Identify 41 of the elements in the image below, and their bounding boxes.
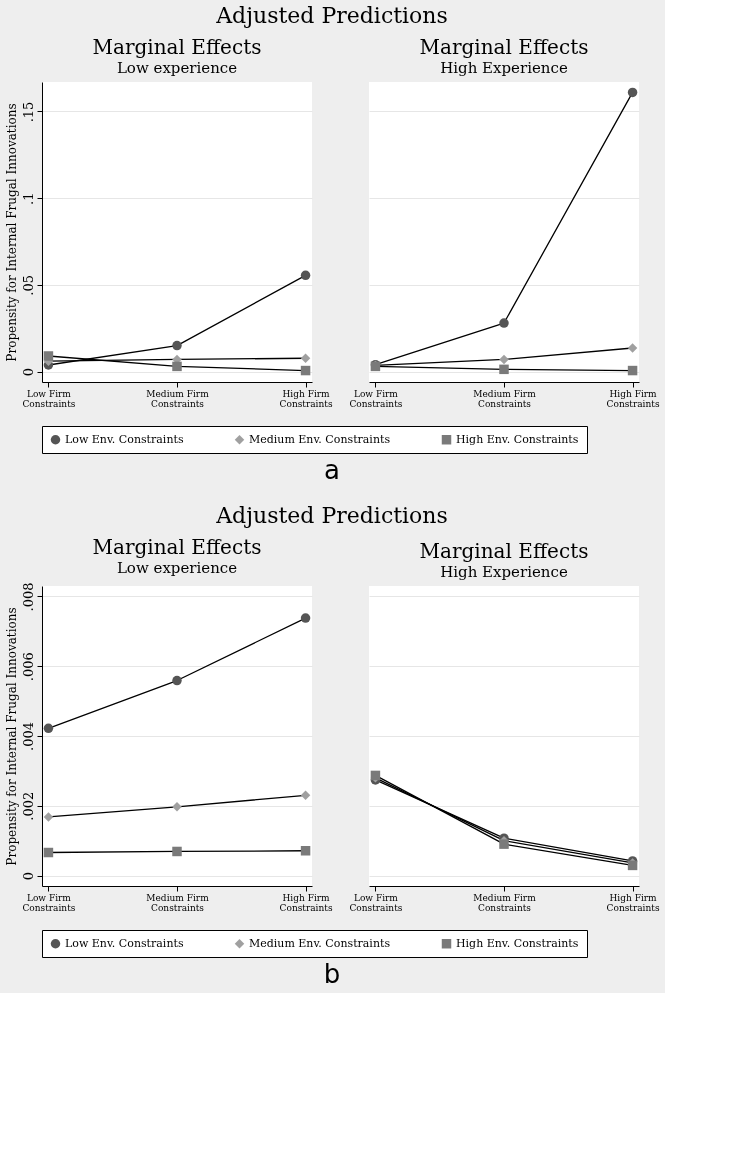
text: b — [323, 958, 341, 989]
y-axis-title: Propensity for Internal Frugal Innovations — [4, 607, 19, 866]
chart-title: Marginal Effects — [419, 539, 589, 563]
y-tick-label: .008 — [20, 582, 36, 612]
legend-label: High Env. Constraints — [456, 936, 579, 950]
x-tick-label: Low Firm Constraints — [349, 388, 403, 409]
y-tick-label: .002 — [20, 791, 36, 821]
y-tick-label: .006 — [20, 652, 36, 682]
chart-subtitle: High Experience — [440, 59, 568, 77]
x-tick-label: High Firm Constraints — [279, 388, 333, 409]
legend-label: Low Env. Constraints — [65, 432, 184, 446]
x-tick-label: High Firm Constraints — [279, 892, 333, 913]
chart-title: Marginal Effects — [92, 35, 262, 59]
x-tick-label: Medium Firm Constraints — [146, 388, 210, 409]
text: Adjusted Predictions — [215, 502, 448, 528]
x-tick-label: Low Firm Constraints — [349, 892, 403, 913]
legend-label: Medium Env. Constraints — [249, 936, 391, 950]
x-tick-label: Medium Firm Constraints — [473, 388, 537, 409]
y-tick-label: .1 — [20, 192, 36, 205]
x-tick-label: Low Firm Constraints — [22, 388, 76, 409]
y-tick-label: 0 — [20, 871, 36, 881]
legend-label: Low Env. Constraints — [65, 936, 184, 950]
x-tick-label: Medium Firm Constraints — [473, 892, 537, 913]
y-tick-label: 0 — [20, 367, 36, 377]
chart-subtitle: Low experience — [116, 59, 238, 77]
y-tick-label: .15 — [20, 101, 36, 123]
x-tick-label: Medium Firm Constraints — [146, 892, 210, 913]
chart-title: Marginal Effects — [419, 35, 589, 59]
legend-label: Medium Env. Constraints — [249, 432, 391, 446]
y-axis-title: Propensity for Internal Frugal Innovations — [4, 103, 19, 362]
y-tick-label: .05 — [20, 275, 36, 296]
chart-title: Marginal Effects — [92, 534, 262, 559]
x-tick-label: High Firm Constraints — [606, 892, 660, 913]
x-tick-label: High Firm Constraints — [606, 388, 660, 409]
text: a — [324, 454, 340, 485]
text: Adjusted Predictions — [215, 3, 448, 28]
x-tick-label: Low Firm Constraints — [22, 892, 76, 913]
chart-subtitle: Low experience — [116, 558, 238, 577]
chart-subtitle: High Experience — [440, 563, 568, 581]
legend-label: High Env. Constraints — [456, 432, 579, 446]
y-tick-label: .004 — [20, 722, 36, 751]
